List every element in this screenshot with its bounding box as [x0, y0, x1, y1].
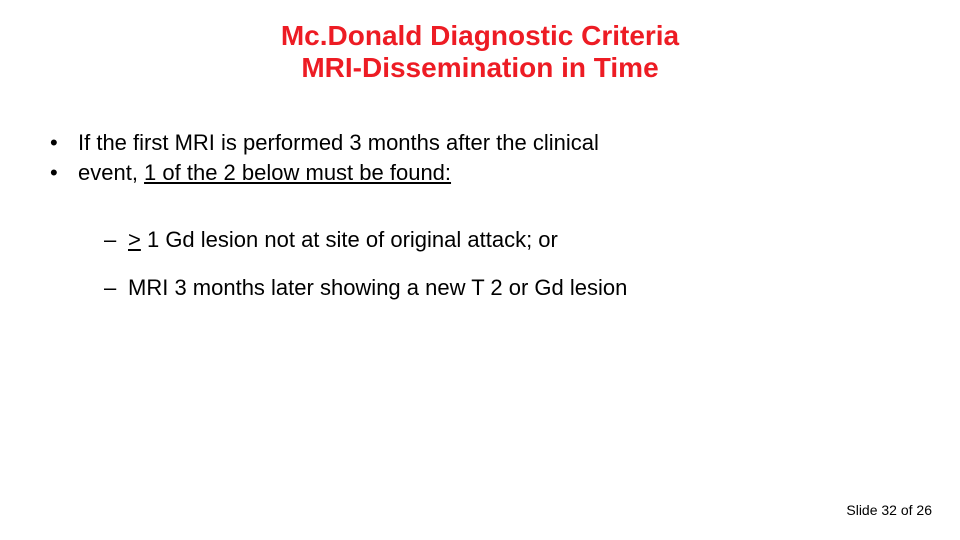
sub-bullet-rest: 1 Gd lesion not at site of original atta… — [141, 227, 558, 252]
sub-bullet-list: – > 1 Gd lesion not at site of original … — [104, 225, 910, 302]
bullet-text-prefix: event, — [78, 160, 144, 185]
title-line-2: MRI-Dissemination in Time — [0, 52, 960, 84]
bullet-text: If the first MRI is performed 3 months a… — [78, 128, 599, 158]
sub-bullet-item: – MRI 3 months later showing a new T 2 o… — [104, 273, 910, 303]
dash-marker-icon: – — [104, 225, 128, 255]
sub-bullet-text: MRI 3 months later showing a new T 2 or … — [128, 273, 627, 303]
slide-number: Slide 32 of 26 — [846, 502, 932, 518]
slide-body: • If the first MRI is performed 3 months… — [50, 128, 910, 321]
bullet-text-underlined: 1 of the 2 below must be found: — [144, 160, 451, 185]
bullet-text: event, 1 of the 2 below must be found: — [78, 158, 451, 188]
bullet-item: • If the first MRI is performed 3 months… — [50, 128, 910, 158]
slide: Mc.Donald Diagnostic Criteria MRI-Dissem… — [0, 0, 960, 540]
bullet-marker-icon: • — [50, 128, 78, 158]
slide-title: Mc.Donald Diagnostic Criteria MRI-Dissem… — [0, 20, 960, 84]
sub-bullet-underlined: > — [128, 227, 141, 252]
sub-bullet-rest: MRI 3 months later showing a new T 2 or … — [128, 275, 627, 300]
bullet-item: • event, 1 of the 2 below must be found: — [50, 158, 910, 188]
sub-bullet-text: > 1 Gd lesion not at site of original at… — [128, 225, 558, 255]
title-line-1: Mc.Donald Diagnostic Criteria — [0, 20, 960, 52]
bullet-marker-icon: • — [50, 158, 78, 188]
dash-marker-icon: – — [104, 273, 128, 303]
sub-bullet-item: – > 1 Gd lesion not at site of original … — [104, 225, 910, 255]
